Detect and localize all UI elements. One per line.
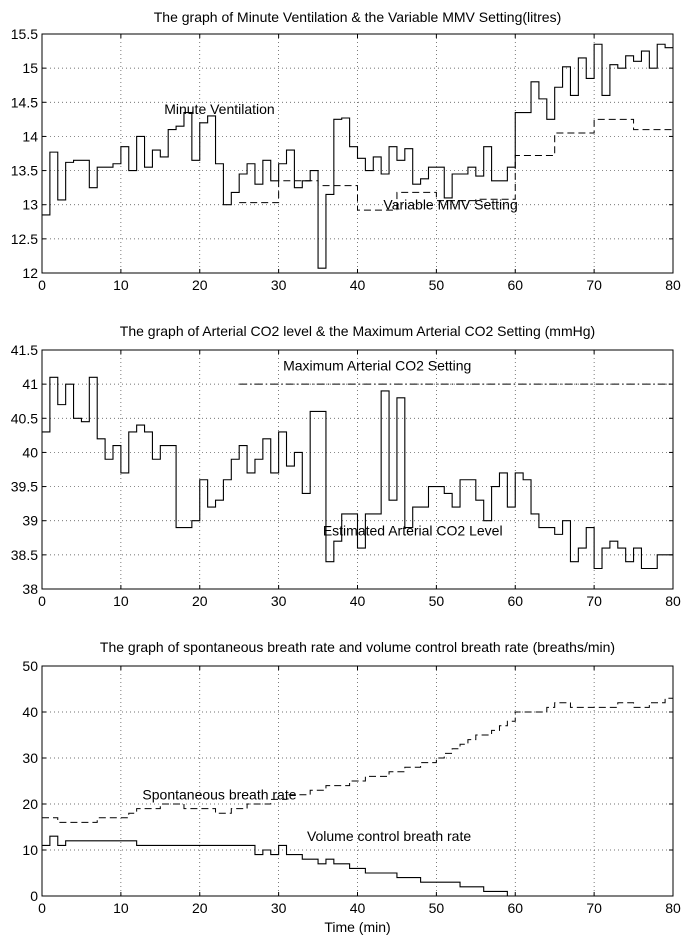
chart-3-title: The graph of spontaneous breath rate and… [100, 639, 615, 655]
chart-1: The graph of Minute Ventilation & the Va… [11, 9, 681, 293]
chart-2-ytick-label: 38.5 [11, 547, 38, 563]
chart-3-ytick-label: 20 [22, 796, 38, 812]
chart-3-xtick-label: 50 [429, 900, 445, 916]
chart-2-xtick-label: 30 [271, 593, 287, 609]
chart-1-ytick-label: 13.5 [11, 163, 38, 179]
chart-1-xtick-label: 30 [271, 277, 287, 293]
chart-1-series-minute-ventilation [42, 43, 673, 269]
chart-3-xtick-label: 30 [271, 900, 287, 916]
chart-2-xtick-label: 50 [429, 593, 445, 609]
chart-1-xtick-label: 10 [113, 277, 129, 293]
chart-3-xtick-label: 80 [665, 900, 681, 916]
chart-3-ytick-label: 10 [22, 842, 38, 858]
chart-2-series-estimated-arterial-co2-level [42, 376, 673, 570]
chart-3-xtick-label: 70 [586, 900, 602, 916]
chart-1-xtick-label: 70 [586, 277, 602, 293]
chart-2-annotation: Estimated Arterial CO2 Level [323, 523, 503, 539]
chart-2-xtick-label: 0 [38, 593, 46, 609]
chart-1-xtick-label: 60 [507, 277, 523, 293]
chart-2-ytick-label: 40.5 [11, 410, 38, 426]
chart-3-annotation: Spontaneous breath rate [142, 786, 296, 802]
chart-1-annotation: Variable MMV Setting [383, 196, 517, 212]
chart-1-ytick-label: 12 [22, 265, 38, 281]
chart-3-xtick-label: 60 [507, 900, 523, 916]
chart-3-ytick-label: 0 [30, 888, 38, 904]
chart-3-xtick-label: 40 [350, 900, 366, 916]
chart-1-ytick-label: 15 [22, 60, 38, 76]
chart-3-ytick-label: 30 [22, 750, 38, 766]
chart-1-ytick-label: 15.5 [11, 26, 38, 42]
chart-2-ytick-label: 39.5 [11, 479, 38, 495]
chart-2-ytick-label: 41.5 [11, 342, 38, 358]
chart-3: The graph of spontaneous breath rate and… [22, 639, 681, 935]
chart-1-ytick-label: 14 [22, 128, 38, 144]
chart-3-series-volume-control-breath-rate [42, 835, 516, 897]
chart-1-series-variable-mmv-setting [239, 118, 673, 211]
chart-3-xlabel: Time (min) [324, 919, 390, 935]
chart-2-xtick-label: 20 [192, 593, 208, 609]
chart-1-xtick-label: 50 [429, 277, 445, 293]
chart-3-xtick-label: 20 [192, 900, 208, 916]
chart-2-xtick-label: 60 [507, 593, 523, 609]
chart-1-ytick-label: 12.5 [11, 231, 38, 247]
chart-2-xtick-label: 40 [350, 593, 366, 609]
chart-1-annotation: Minute Ventilation [164, 101, 275, 117]
chart-3-series-spontaneous-breath-rate [42, 697, 673, 823]
chart-1-xtick-label: 20 [192, 277, 208, 293]
chart-2: The graph of Arterial CO2 level & the Ma… [11, 323, 681, 609]
chart-2-title: The graph of Arterial CO2 level & the Ma… [120, 323, 595, 339]
chart-2-ytick-label: 39 [22, 513, 38, 529]
chart-3-ytick-label: 50 [22, 658, 38, 674]
chart-3-xtick-label: 0 [38, 900, 46, 916]
chart-2-ytick-label: 40 [22, 444, 38, 460]
chart-3-annotation: Volume control breath rate [307, 828, 471, 844]
chart-2-xtick-label: 80 [665, 593, 681, 609]
chart-3-ytick-label: 40 [22, 704, 38, 720]
chart-1-xtick-label: 80 [665, 277, 681, 293]
chart-2-xtick-label: 10 [113, 593, 129, 609]
chart-1-xtick-label: 40 [350, 277, 366, 293]
chart-2-ytick-label: 38 [22, 581, 38, 597]
chart-1-xtick-label: 0 [38, 277, 46, 293]
chart-2-annotation: Maximum Arterial CO2 Setting [283, 357, 471, 373]
chart-1-title: The graph of Minute Ventilation & the Va… [154, 9, 562, 25]
chart-3-xtick-label: 10 [113, 900, 129, 916]
chart-2-ytick-label: 41 [22, 376, 38, 392]
chart-2-xtick-label: 70 [586, 593, 602, 609]
chart-1-ytick-label: 13 [22, 197, 38, 213]
chart-1-ytick-label: 14.5 [11, 94, 38, 110]
